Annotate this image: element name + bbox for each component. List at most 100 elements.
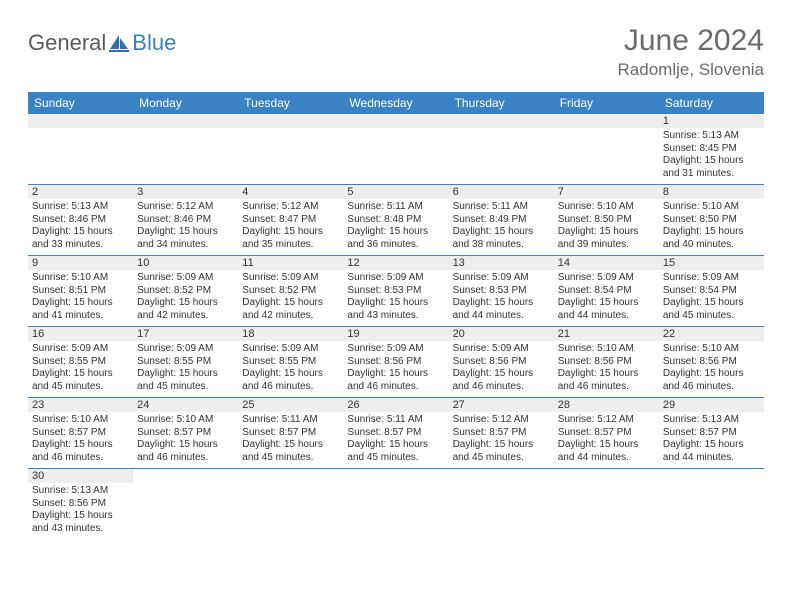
day-header: Wednesday <box>343 92 448 114</box>
calendar-cell: 18Sunrise: 5:09 AMSunset: 8:55 PMDayligh… <box>238 327 343 398</box>
day-header: Saturday <box>659 92 764 114</box>
day-info: Sunrise: 5:11 AMSunset: 8:49 PMDaylight:… <box>449 199 554 255</box>
calendar-cell: 19Sunrise: 5:09 AMSunset: 8:56 PMDayligh… <box>343 327 448 398</box>
calendar-cell: 3Sunrise: 5:12 AMSunset: 8:46 PMDaylight… <box>133 185 238 256</box>
day-number: 21 <box>554 327 659 341</box>
calendar-cell: 27Sunrise: 5:12 AMSunset: 8:57 PMDayligh… <box>449 398 554 469</box>
day-number: 7 <box>554 185 659 199</box>
day-number: 2 <box>28 185 133 199</box>
calendar-cell: 29Sunrise: 5:13 AMSunset: 8:57 PMDayligh… <box>659 398 764 469</box>
calendar-cell: 4Sunrise: 5:12 AMSunset: 8:47 PMDaylight… <box>238 185 343 256</box>
day-info: Sunrise: 5:13 AMSunset: 8:45 PMDaylight:… <box>659 128 764 184</box>
day-number: 3 <box>133 185 238 199</box>
calendar-cell-empty <box>133 469 238 540</box>
day-info: Sunrise: 5:10 AMSunset: 8:51 PMDaylight:… <box>28 270 133 326</box>
day-number: 22 <box>659 327 764 341</box>
calendar-cell: 23Sunrise: 5:10 AMSunset: 8:57 PMDayligh… <box>28 398 133 469</box>
day-number: 29 <box>659 398 764 412</box>
day-info: Sunrise: 5:12 AMSunset: 8:47 PMDaylight:… <box>238 199 343 255</box>
logo-text-blue: Blue <box>132 30 176 56</box>
calendar-cell: 30Sunrise: 5:13 AMSunset: 8:56 PMDayligh… <box>28 469 133 540</box>
day-info: Sunrise: 5:12 AMSunset: 8:46 PMDaylight:… <box>133 199 238 255</box>
day-info: Sunrise: 5:09 AMSunset: 8:55 PMDaylight:… <box>133 341 238 397</box>
calendar-cell: 17Sunrise: 5:09 AMSunset: 8:55 PMDayligh… <box>133 327 238 398</box>
calendar-cell-empty <box>449 114 554 185</box>
day-info: Sunrise: 5:10 AMSunset: 8:57 PMDaylight:… <box>28 412 133 468</box>
day-info: Sunrise: 5:10 AMSunset: 8:56 PMDaylight:… <box>554 341 659 397</box>
calendar-cell: 20Sunrise: 5:09 AMSunset: 8:56 PMDayligh… <box>449 327 554 398</box>
calendar-cell: 6Sunrise: 5:11 AMSunset: 8:49 PMDaylight… <box>449 185 554 256</box>
day-number: 28 <box>554 398 659 412</box>
day-number: 8 <box>659 185 764 199</box>
calendar-cell: 2Sunrise: 5:13 AMSunset: 8:46 PMDaylight… <box>28 185 133 256</box>
calendar-cell: 11Sunrise: 5:09 AMSunset: 8:52 PMDayligh… <box>238 256 343 327</box>
calendar-row: 30Sunrise: 5:13 AMSunset: 8:56 PMDayligh… <box>28 469 764 540</box>
day-header: Monday <box>133 92 238 114</box>
day-header: Friday <box>554 92 659 114</box>
day-number: 5 <box>343 185 448 199</box>
day-number: 16 <box>28 327 133 341</box>
calendar-cell-empty <box>133 114 238 185</box>
day-info: Sunrise: 5:09 AMSunset: 8:56 PMDaylight:… <box>343 341 448 397</box>
calendar-cell: 16Sunrise: 5:09 AMSunset: 8:55 PMDayligh… <box>28 327 133 398</box>
calendar-cell-empty <box>554 114 659 185</box>
calendar-body: 1Sunrise: 5:13 AMSunset: 8:45 PMDaylight… <box>28 114 764 539</box>
day-number: 11 <box>238 256 343 270</box>
location: Radomlje, Slovenia <box>618 60 764 80</box>
logo: General Blue <box>28 30 176 56</box>
calendar-cell: 26Sunrise: 5:11 AMSunset: 8:57 PMDayligh… <box>343 398 448 469</box>
day-header: Sunday <box>28 92 133 114</box>
day-number: 1 <box>659 114 764 128</box>
calendar-row: 23Sunrise: 5:10 AMSunset: 8:57 PMDayligh… <box>28 398 764 469</box>
day-number: 18 <box>238 327 343 341</box>
calendar-cell: 8Sunrise: 5:10 AMSunset: 8:50 PMDaylight… <box>659 185 764 256</box>
calendar-cell-empty <box>449 469 554 540</box>
day-number: 30 <box>28 469 133 483</box>
day-info: Sunrise: 5:10 AMSunset: 8:50 PMDaylight:… <box>659 199 764 255</box>
day-header-row: SundayMondayTuesdayWednesdayThursdayFrid… <box>28 92 764 114</box>
calendar-cell-empty <box>343 469 448 540</box>
day-info: Sunrise: 5:12 AMSunset: 8:57 PMDaylight:… <box>554 412 659 468</box>
calendar-cell: 1Sunrise: 5:13 AMSunset: 8:45 PMDaylight… <box>659 114 764 185</box>
day-info: Sunrise: 5:09 AMSunset: 8:53 PMDaylight:… <box>449 270 554 326</box>
day-info: Sunrise: 5:09 AMSunset: 8:55 PMDaylight:… <box>238 341 343 397</box>
day-number: 19 <box>343 327 448 341</box>
calendar-cell-empty <box>659 469 764 540</box>
day-info: Sunrise: 5:11 AMSunset: 8:57 PMDaylight:… <box>343 412 448 468</box>
calendar-cell: 5Sunrise: 5:11 AMSunset: 8:48 PMDaylight… <box>343 185 448 256</box>
calendar-cell: 22Sunrise: 5:10 AMSunset: 8:56 PMDayligh… <box>659 327 764 398</box>
calendar-cell: 21Sunrise: 5:10 AMSunset: 8:56 PMDayligh… <box>554 327 659 398</box>
day-header: Thursday <box>449 92 554 114</box>
calendar-row: 16Sunrise: 5:09 AMSunset: 8:55 PMDayligh… <box>28 327 764 398</box>
calendar-cell: 25Sunrise: 5:11 AMSunset: 8:57 PMDayligh… <box>238 398 343 469</box>
calendar-row: 1Sunrise: 5:13 AMSunset: 8:45 PMDaylight… <box>28 114 764 185</box>
day-info: Sunrise: 5:09 AMSunset: 8:56 PMDaylight:… <box>449 341 554 397</box>
calendar-row: 2Sunrise: 5:13 AMSunset: 8:46 PMDaylight… <box>28 185 764 256</box>
day-number: 25 <box>238 398 343 412</box>
day-number: 26 <box>343 398 448 412</box>
calendar-cell-empty <box>28 114 133 185</box>
header: General Blue June 2024 Radomlje, Sloveni… <box>28 24 764 80</box>
day-number: 9 <box>28 256 133 270</box>
day-info: Sunrise: 5:12 AMSunset: 8:57 PMDaylight:… <box>449 412 554 468</box>
day-number: 12 <box>343 256 448 270</box>
day-number: 13 <box>449 256 554 270</box>
day-number: 14 <box>554 256 659 270</box>
day-info: Sunrise: 5:10 AMSunset: 8:50 PMDaylight:… <box>554 199 659 255</box>
day-info: Sunrise: 5:09 AMSunset: 8:53 PMDaylight:… <box>343 270 448 326</box>
day-number: 15 <box>659 256 764 270</box>
day-info: Sunrise: 5:11 AMSunset: 8:48 PMDaylight:… <box>343 199 448 255</box>
calendar-cell: 24Sunrise: 5:10 AMSunset: 8:57 PMDayligh… <box>133 398 238 469</box>
calendar-cell-empty <box>238 469 343 540</box>
calendar-cell-empty <box>238 114 343 185</box>
day-info: Sunrise: 5:13 AMSunset: 8:56 PMDaylight:… <box>28 483 133 539</box>
day-number: 27 <box>449 398 554 412</box>
day-info: Sunrise: 5:09 AMSunset: 8:54 PMDaylight:… <box>659 270 764 326</box>
day-info: Sunrise: 5:10 AMSunset: 8:57 PMDaylight:… <box>133 412 238 468</box>
calendar-cell: 7Sunrise: 5:10 AMSunset: 8:50 PMDaylight… <box>554 185 659 256</box>
day-header: Tuesday <box>238 92 343 114</box>
day-number: 20 <box>449 327 554 341</box>
calendar-cell: 14Sunrise: 5:09 AMSunset: 8:54 PMDayligh… <box>554 256 659 327</box>
title-block: June 2024 Radomlje, Slovenia <box>618 24 764 80</box>
day-info: Sunrise: 5:09 AMSunset: 8:54 PMDaylight:… <box>554 270 659 326</box>
